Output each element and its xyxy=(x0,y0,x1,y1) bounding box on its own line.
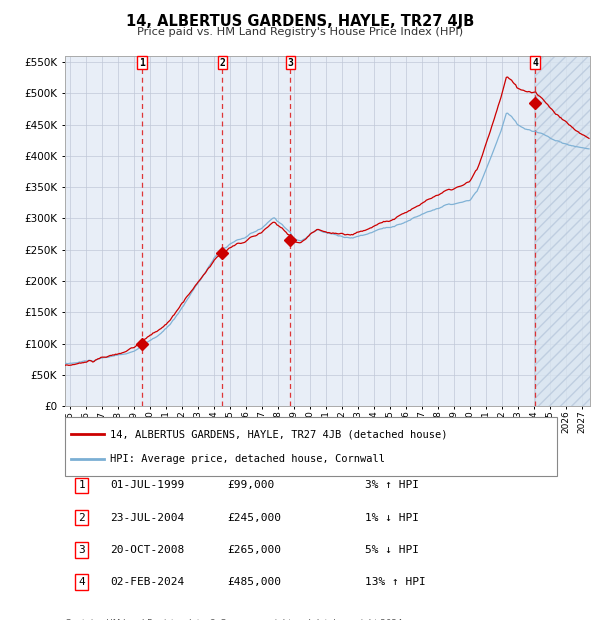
Text: 14, ALBERTUS GARDENS, HAYLE, TR27 4JB: 14, ALBERTUS GARDENS, HAYLE, TR27 4JB xyxy=(126,14,474,29)
Text: 3% ↑ HPI: 3% ↑ HPI xyxy=(365,480,419,490)
Text: 4: 4 xyxy=(532,58,538,68)
Text: 14, ALBERTUS GARDENS, HAYLE, TR27 4JB (detached house): 14, ALBERTUS GARDENS, HAYLE, TR27 4JB (d… xyxy=(110,430,448,440)
Text: 4: 4 xyxy=(78,577,85,587)
Text: 5% ↓ HPI: 5% ↓ HPI xyxy=(365,545,419,555)
Text: £245,000: £245,000 xyxy=(227,513,281,523)
Text: £485,000: £485,000 xyxy=(227,577,281,587)
Text: 2: 2 xyxy=(78,513,85,523)
Text: HPI: Average price, detached house, Cornwall: HPI: Average price, detached house, Corn… xyxy=(110,454,385,464)
Text: 1: 1 xyxy=(139,58,145,68)
Text: 01-JUL-1999: 01-JUL-1999 xyxy=(110,480,184,490)
Text: £265,000: £265,000 xyxy=(227,545,281,555)
Text: 13% ↑ HPI: 13% ↑ HPI xyxy=(365,577,425,587)
Text: 23-JUL-2004: 23-JUL-2004 xyxy=(110,513,184,523)
Text: 3: 3 xyxy=(287,58,293,68)
Text: Contains HM Land Registry data © Crown copyright and database right 2024.: Contains HM Land Registry data © Crown c… xyxy=(65,619,405,620)
Text: 3: 3 xyxy=(78,545,85,555)
Text: Price paid vs. HM Land Registry's House Price Index (HPI): Price paid vs. HM Land Registry's House … xyxy=(137,27,463,37)
Text: £99,000: £99,000 xyxy=(227,480,274,490)
Text: 20-OCT-2008: 20-OCT-2008 xyxy=(110,545,184,555)
Text: 1: 1 xyxy=(78,480,85,490)
Text: 2: 2 xyxy=(220,58,226,68)
Bar xyxy=(535,56,590,406)
Text: 1% ↓ HPI: 1% ↓ HPI xyxy=(365,513,419,523)
Text: 02-FEB-2024: 02-FEB-2024 xyxy=(110,577,184,587)
